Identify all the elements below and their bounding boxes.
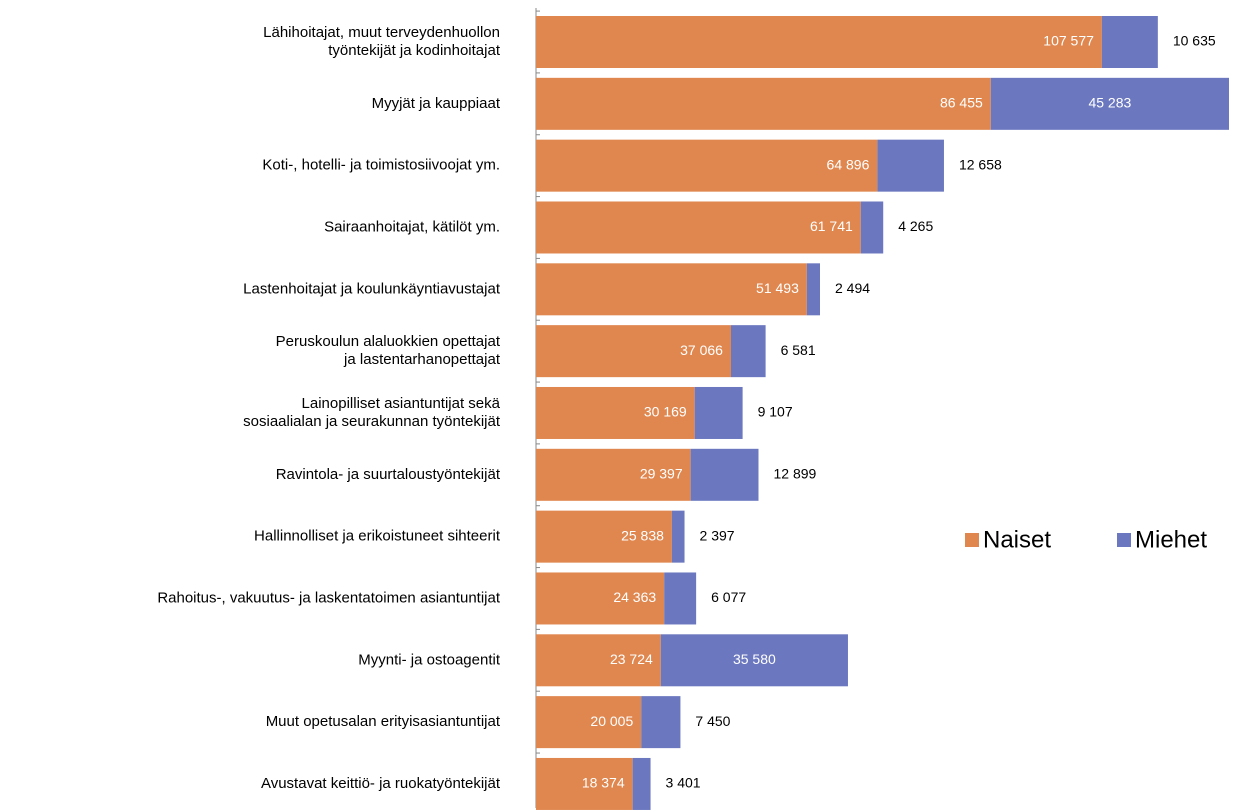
value-label: 2 494 [835,280,870,296]
category-label: Lainopilliset asiantuntijat sekä sosiaali… [243,395,501,430]
value-label: 64 896 [827,156,870,172]
value-label: 20 005 [590,713,633,729]
value-label: 51 493 [756,280,799,296]
category-label: Avustavat keittiö- ja ruokatyöntekijät [261,775,501,792]
category-label: Hallinnolliset ja erikoistuneet sihteeri… [254,528,501,545]
bar-segment [536,448,691,501]
value-label: 37 066 [680,342,723,358]
value-label: 24 363 [613,589,656,605]
value-label: 25 838 [621,527,664,543]
bar-segment [536,139,878,192]
category-label: Sairaanhoitajat, kätilöt ym. [324,218,500,235]
bar-segment [730,325,766,378]
value-label: 10 635 [1173,33,1216,49]
bar-segment [536,325,731,378]
value-label: 6 581 [781,342,816,358]
bar-segment [990,77,1229,130]
value-label: 107 577 [1043,33,1094,49]
category-label: Ravintola- ja suurtaloustyöntekijät [276,466,501,483]
value-label: 61 741 [810,218,853,234]
category-label: Lastenhoitajat ja koulunkäyntiavustajat [243,280,501,297]
bar-segment [536,510,672,563]
bar-segment [660,634,848,687]
bar-segment [536,201,861,254]
bar-segment [536,16,1102,68]
bar-segment [536,696,642,749]
value-label: 35 580 [733,651,776,667]
bar-segment [671,510,685,563]
legend-swatch [965,533,979,547]
bar-segment [664,572,697,625]
value-label: 2 397 [700,527,735,543]
bar-segment [641,696,681,749]
category-label: Peruskoulun alaluokkien opettajat ja last… [276,333,501,368]
category-label: Muut opetusalan erityisasiantuntijat [266,713,501,730]
value-label: 9 107 [758,404,793,420]
value-label: 18 374 [582,775,625,791]
bar-segment [536,634,661,687]
bar-segment [860,201,884,254]
value-label: 30 169 [644,404,687,420]
bar-segment [690,448,759,501]
category-label: Rahoitus-, vakuutus- ja laskentatoimen a… [157,589,501,606]
legend-label: Miehet [1135,526,1207,553]
value-label: 12 658 [959,156,1002,172]
value-label: 6 077 [711,589,746,605]
bar-segment [632,757,651,810]
bar-segment [536,757,633,810]
bar-segment [1101,16,1158,68]
legend-swatch [1117,533,1131,547]
value-label: 86 455 [940,95,983,111]
value-label: 3 401 [666,775,701,791]
bar-segment [536,77,991,130]
category-label: Koti-, hotelli- ja toimistosiivoojat ym. [262,157,500,174]
bar-segment [694,386,743,439]
category-label: Myyjät ja kauppiaat [372,95,501,112]
value-label: 12 899 [773,466,816,482]
value-label: 45 283 [1088,95,1131,111]
category-label: Lähihoitajat, muut terveydenhuollon työnt… [263,24,501,59]
bar-segment [536,263,807,316]
legend-label: Naiset [983,526,1051,553]
bar-segment [536,572,665,625]
bar-segment [877,139,944,192]
value-label: 23 724 [610,651,653,667]
value-label: 29 397 [640,466,683,482]
value-label: 4 265 [898,218,933,234]
bar-segment [806,263,820,316]
value-label: 7 450 [695,713,730,729]
bar-segment [536,386,695,439]
category-label: Myynti- ja ostoagentit [358,651,501,668]
